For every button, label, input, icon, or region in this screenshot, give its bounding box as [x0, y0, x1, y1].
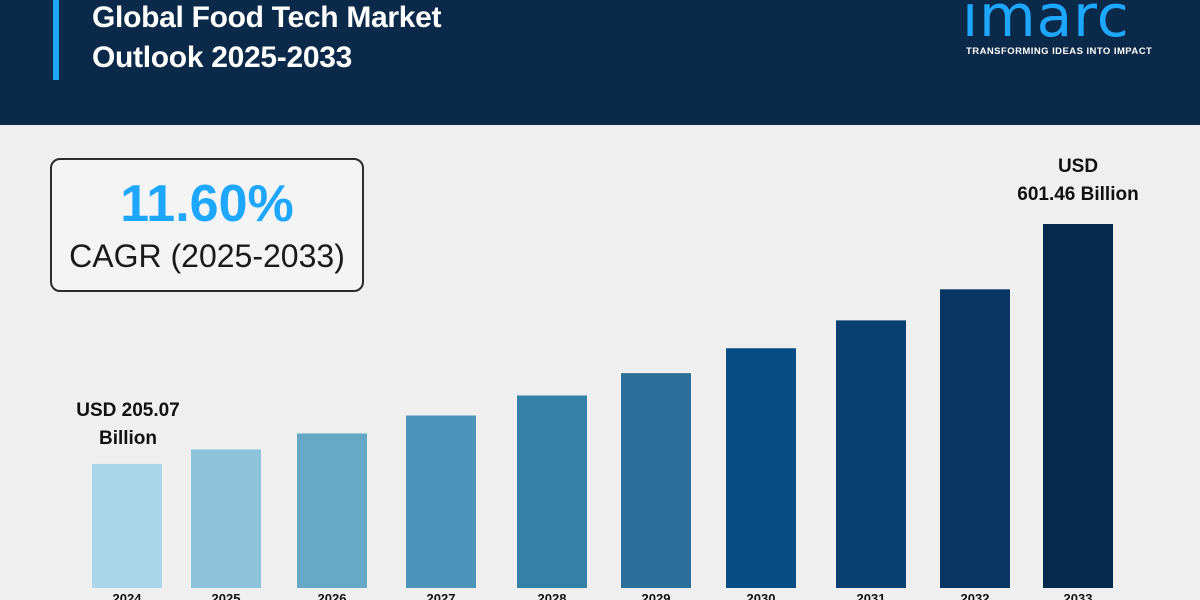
- bar-2025: [191, 449, 261, 588]
- page-title: Global Food Tech Market Outlook 2025-203…: [92, 0, 442, 78]
- value-label-2033-line-2: 601.46 Billion: [1017, 184, 1138, 205]
- page-title-line-2: Outlook 2025-2033: [92, 41, 353, 74]
- x-tick-label-2028: 2028: [538, 591, 567, 600]
- imarc-logo: imarc TRANSFORMING IDEAS INTO IMPACT: [962, 0, 1178, 66]
- page-title-line-1: Global Food Tech Market: [92, 1, 442, 34]
- cagr-value: 11.60%: [120, 175, 294, 233]
- value-label-2024-line-2: Billion: [99, 428, 157, 449]
- bar-2032: [940, 289, 1010, 588]
- x-tick-label-2026: 2026: [318, 591, 347, 600]
- cagr-callout: 11.60% CAGR (2025-2033): [50, 158, 364, 292]
- bar-2029: [621, 373, 691, 588]
- x-tick-label-2024: 2024: [113, 591, 143, 600]
- header-banner: Global Food Tech Market Outlook 2025-203…: [0, 0, 1200, 125]
- value-label-2033-line-1: USD: [1058, 156, 1098, 177]
- bar-2030: [726, 348, 796, 588]
- cagr-label: CAGR (2025-2033): [69, 238, 345, 274]
- x-tick-label-2027: 2027: [427, 591, 456, 600]
- bar-2024: [92, 463, 162, 588]
- logo-tagline: TRANSFORMING IDEAS INTO IMPACT: [966, 46, 1153, 57]
- bar-2027: [406, 415, 476, 588]
- x-tick-label-2029: 2029: [642, 591, 671, 600]
- logo-wordmark: imarc: [962, 0, 1130, 50]
- bar-2031: [836, 320, 906, 588]
- x-tick-label-2032: 2032: [961, 591, 990, 600]
- bar-2026: [297, 433, 367, 588]
- title-accent-bar: [53, 0, 59, 80]
- bar-2028: [517, 395, 587, 588]
- bar-2033: [1043, 224, 1113, 588]
- x-tick-label-2031: 2031: [857, 591, 886, 600]
- x-tick-label-2025: 2025: [212, 591, 241, 600]
- x-tick-label-2033: 2033: [1064, 591, 1093, 600]
- x-tick-label-2030: 2030: [747, 591, 776, 600]
- value-label-2024-line-1: USD 205.07: [76, 400, 180, 421]
